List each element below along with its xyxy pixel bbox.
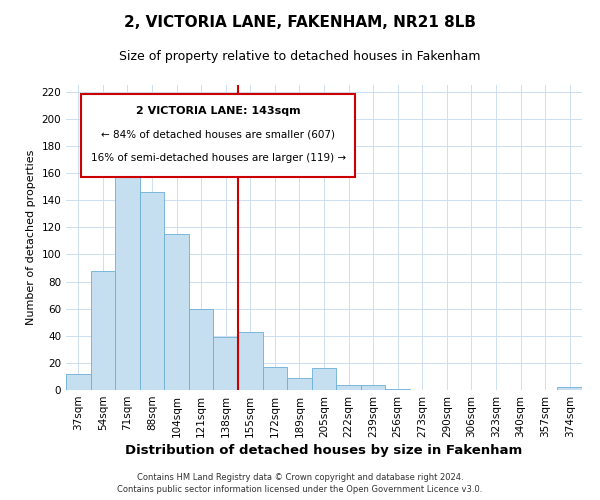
- Bar: [287, 378, 312, 390]
- Bar: [312, 368, 336, 390]
- Bar: [140, 192, 164, 390]
- Text: 2, VICTORIA LANE, FAKENHAM, NR21 8LB: 2, VICTORIA LANE, FAKENHAM, NR21 8LB: [124, 15, 476, 30]
- FancyBboxPatch shape: [82, 94, 355, 176]
- Text: Contains HM Land Registry data © Crown copyright and database right 2024.: Contains HM Land Registry data © Crown c…: [137, 472, 463, 482]
- Bar: [263, 367, 287, 390]
- Text: Contains public sector information licensed under the Open Government Licence v3: Contains public sector information licen…: [118, 485, 482, 494]
- Text: ← 84% of detached houses are smaller (607): ← 84% of detached houses are smaller (60…: [101, 130, 335, 140]
- Bar: [164, 234, 189, 390]
- Bar: [361, 384, 385, 390]
- Bar: [557, 388, 582, 390]
- Text: 2 VICTORIA LANE: 143sqm: 2 VICTORIA LANE: 143sqm: [136, 106, 301, 117]
- Bar: [214, 337, 238, 390]
- Bar: [66, 374, 91, 390]
- Text: 16% of semi-detached houses are larger (119) →: 16% of semi-detached houses are larger (…: [91, 154, 346, 164]
- Bar: [336, 384, 361, 390]
- Bar: [91, 270, 115, 390]
- Bar: [189, 308, 214, 390]
- Bar: [115, 148, 140, 390]
- Y-axis label: Number of detached properties: Number of detached properties: [26, 150, 36, 325]
- X-axis label: Distribution of detached houses by size in Fakenham: Distribution of detached houses by size …: [125, 444, 523, 457]
- Bar: [385, 388, 410, 390]
- Bar: [238, 332, 263, 390]
- Text: Size of property relative to detached houses in Fakenham: Size of property relative to detached ho…: [119, 50, 481, 63]
